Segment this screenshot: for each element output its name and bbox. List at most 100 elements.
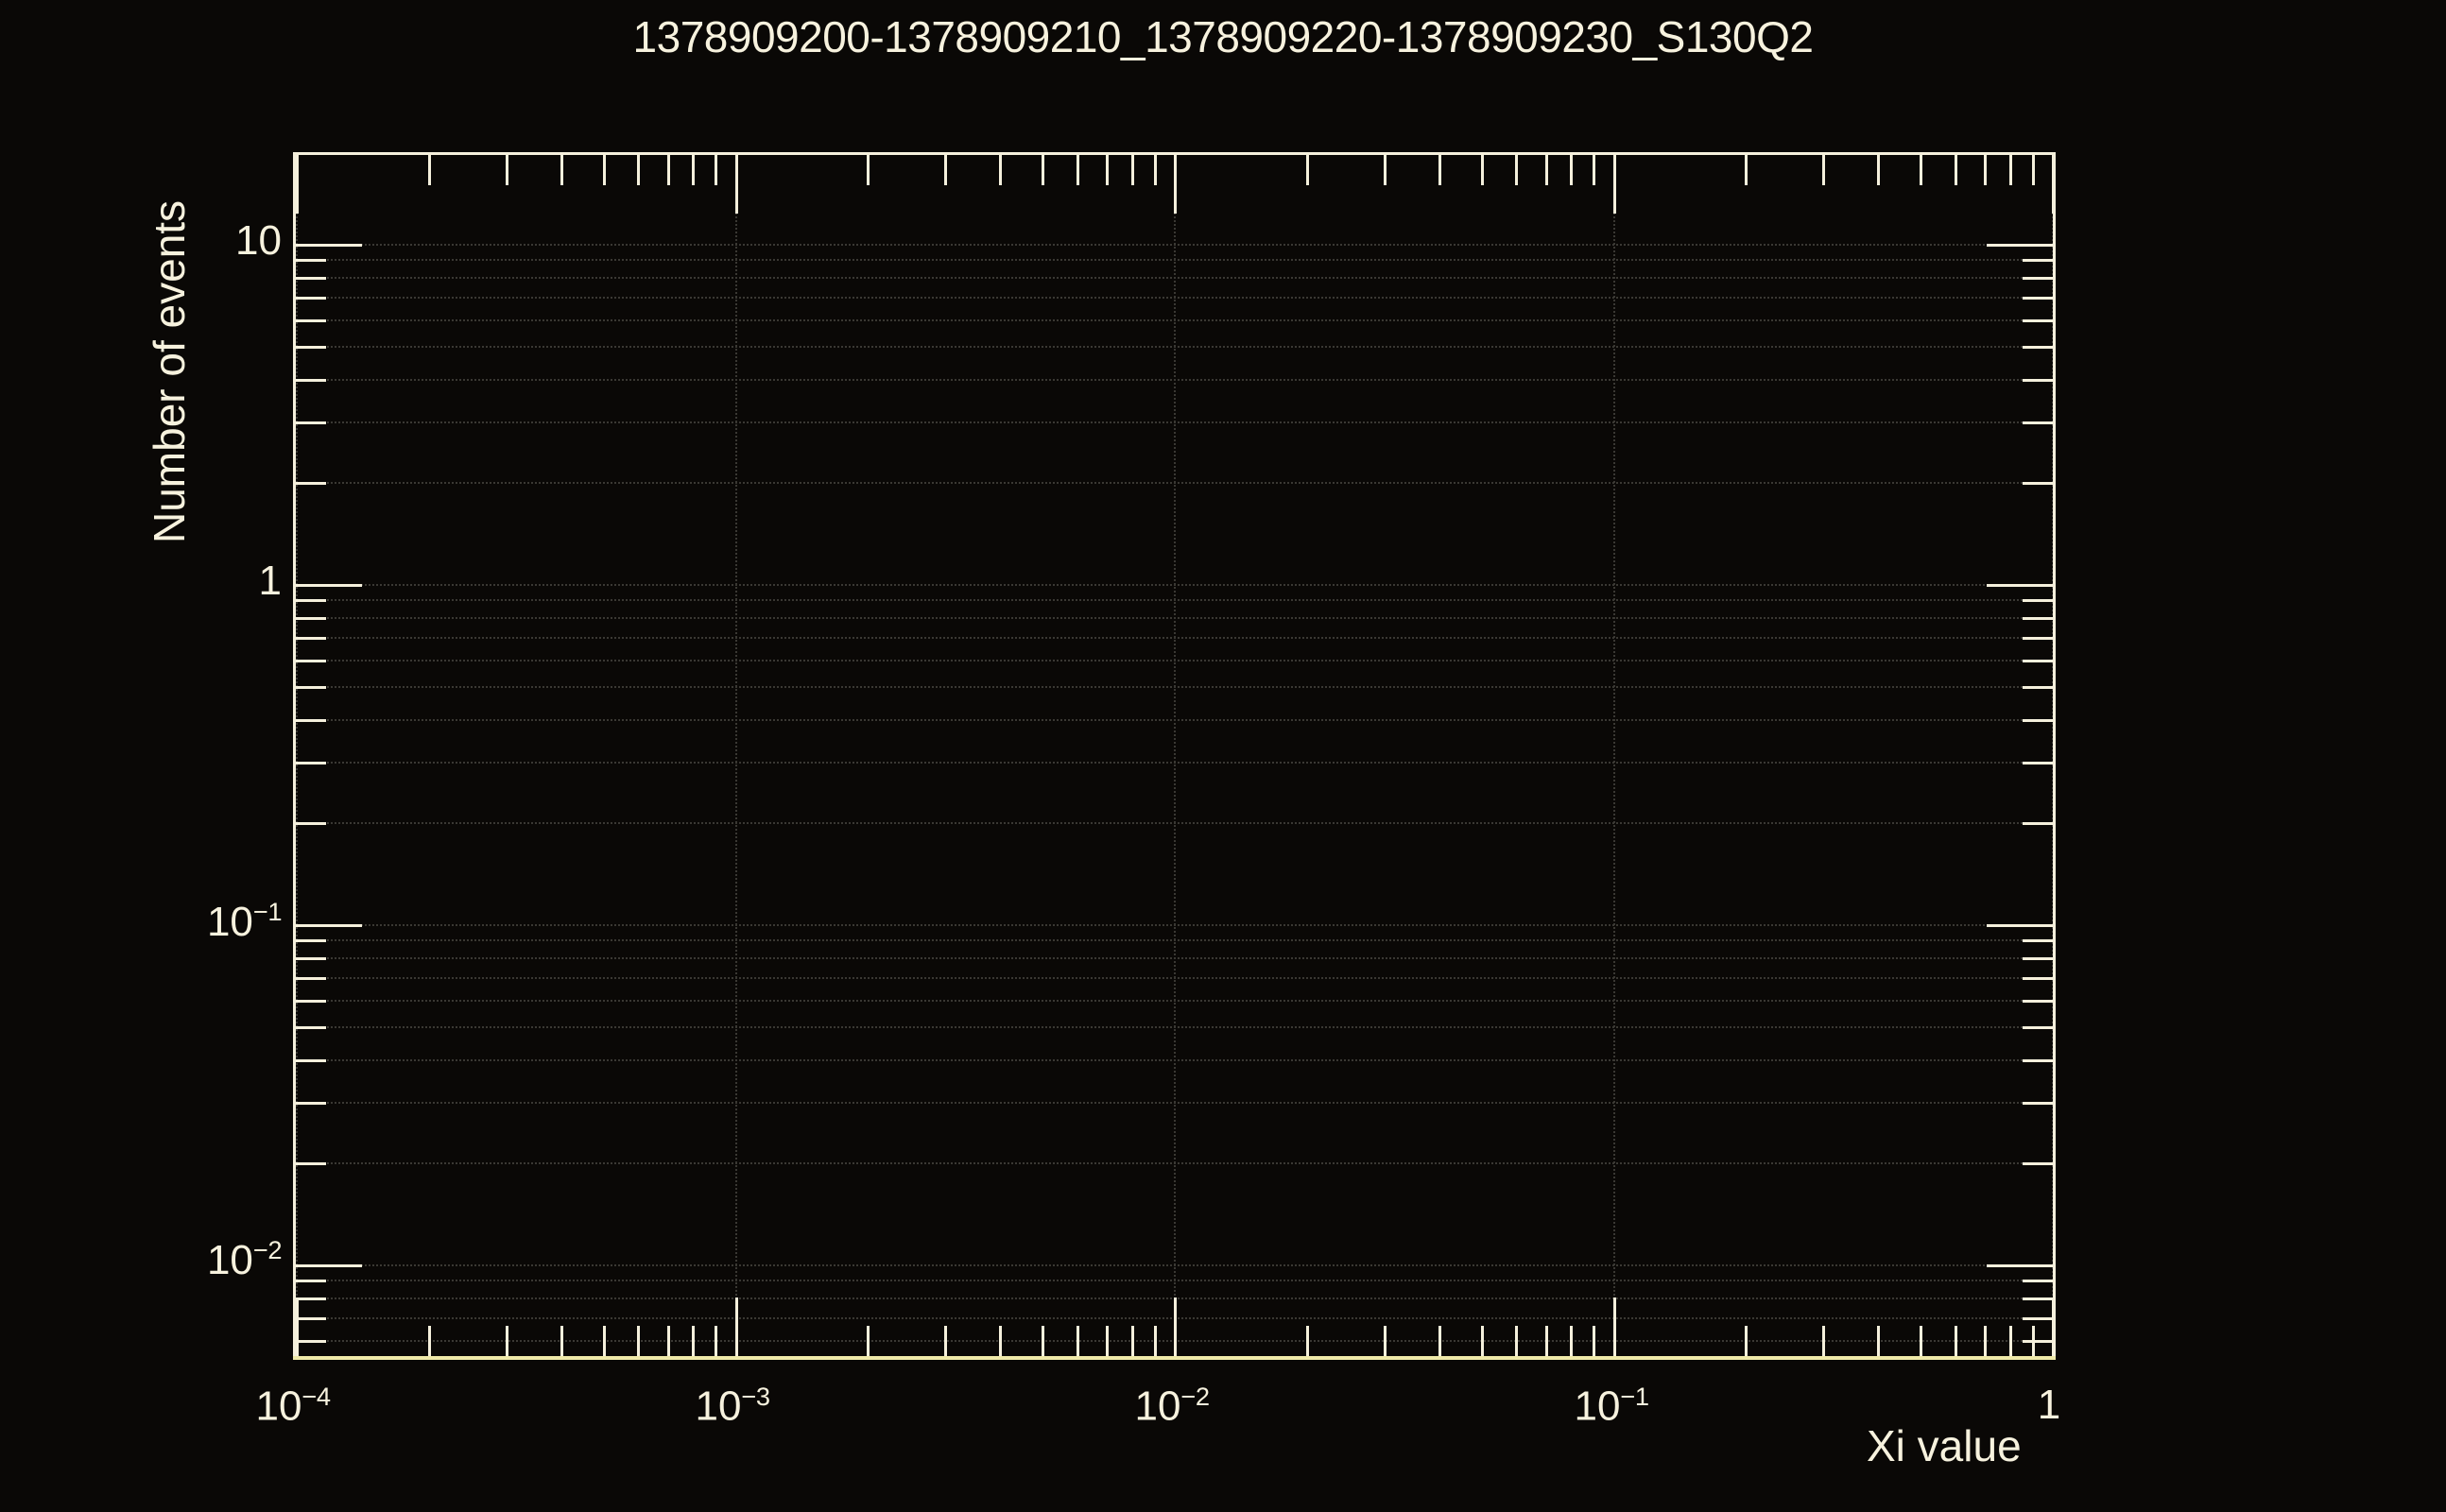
x-minor-tick bbox=[1042, 1326, 1045, 1356]
x-minor-tick bbox=[1984, 1326, 1988, 1356]
x-minor-tick bbox=[1438, 1326, 1441, 1356]
y-minor-tick-right bbox=[2023, 636, 2053, 640]
x-minor-tick bbox=[1822, 1326, 1826, 1356]
y-minor-tick bbox=[296, 616, 326, 620]
y-tick-label: 1 bbox=[258, 558, 282, 604]
y-tick-label: 10 bbox=[235, 217, 282, 264]
y-minor-tick bbox=[296, 999, 326, 1003]
x-axis-title: Xi value bbox=[1867, 1421, 2022, 1470]
y-minor-tick bbox=[296, 956, 326, 960]
x-minor-tick bbox=[1130, 1326, 1134, 1356]
y-minor-tick-right bbox=[2023, 1339, 2053, 1343]
y-minor-tick-right bbox=[2023, 1316, 2053, 1320]
gridline-v bbox=[2052, 155, 2053, 1356]
y-minor-tick bbox=[296, 318, 326, 322]
x-minor-tick bbox=[999, 1326, 1003, 1356]
x-minor-tick-top bbox=[427, 155, 431, 185]
x-minor-tick-top bbox=[1954, 155, 1957, 185]
y-minor-tick-right bbox=[2023, 379, 2053, 383]
x-tick-label: 10−2 bbox=[1134, 1382, 1210, 1430]
x-major-tick-top bbox=[296, 155, 299, 214]
y-minor-tick-right bbox=[2023, 821, 2053, 825]
x-minor-tick bbox=[2008, 1326, 2012, 1356]
y-minor-tick bbox=[296, 1297, 326, 1300]
x-minor-tick-top bbox=[602, 155, 606, 185]
x-minor-tick-top bbox=[715, 155, 718, 185]
y-minor-tick-right bbox=[2023, 939, 2053, 943]
y-minor-tick bbox=[296, 686, 326, 690]
x-minor-tick-top bbox=[666, 155, 670, 185]
y-minor-tick bbox=[296, 821, 326, 825]
y-minor-tick bbox=[296, 1026, 326, 1030]
y-minor-tick bbox=[296, 481, 326, 485]
x-minor-tick-top bbox=[1106, 155, 1110, 185]
x-minor-tick-top bbox=[1515, 155, 1519, 185]
y-minor-tick-right bbox=[2023, 318, 2053, 322]
x-minor-tick-top bbox=[1438, 155, 1441, 185]
x-minor-tick bbox=[1305, 1326, 1309, 1356]
y-minor-tick-right bbox=[2023, 1297, 2053, 1300]
x-minor-tick-top bbox=[1984, 155, 1988, 185]
x-minor-tick-top bbox=[1877, 155, 1881, 185]
y-minor-tick-right bbox=[2023, 719, 2053, 723]
x-major-tick-top bbox=[1174, 155, 1177, 214]
gridline-v bbox=[734, 155, 737, 1356]
x-minor-tick-top bbox=[1745, 155, 1748, 185]
y-minor-tick-right bbox=[2023, 421, 2053, 425]
gridline-v bbox=[1174, 155, 1176, 1356]
y-minor-tick-right bbox=[2023, 976, 2053, 980]
x-minor-tick bbox=[602, 1326, 606, 1356]
y-minor-tick bbox=[296, 276, 326, 280]
y-minor-tick-right bbox=[2023, 1102, 2053, 1106]
x-major-tick-top bbox=[1612, 155, 1616, 214]
y-major-tick bbox=[296, 924, 362, 927]
x-tick-label: 10−1 bbox=[1574, 1382, 1649, 1430]
y-minor-tick-right bbox=[2023, 762, 2053, 765]
x-minor-tick bbox=[1593, 1326, 1596, 1356]
y-major-tick-right bbox=[1987, 924, 2053, 927]
x-major-tick bbox=[2052, 1297, 2053, 1356]
y-minor-tick bbox=[296, 599, 326, 603]
y-major-tick-right bbox=[1987, 1264, 2053, 1267]
x-minor-tick bbox=[692, 1326, 696, 1356]
x-minor-tick bbox=[1153, 1326, 1157, 1356]
y-minor-tick bbox=[296, 636, 326, 640]
x-major-tick bbox=[734, 1297, 738, 1356]
x-minor-tick-top bbox=[1480, 155, 1484, 185]
x-minor-tick-top bbox=[2031, 155, 2035, 185]
y-minor-tick-right bbox=[2023, 276, 2053, 280]
x-minor-tick-top bbox=[1076, 155, 1079, 185]
x-minor-tick-top bbox=[1822, 155, 1826, 185]
x-minor-tick bbox=[1745, 1326, 1748, 1356]
y-minor-tick bbox=[296, 296, 326, 300]
y-minor-tick bbox=[296, 1339, 326, 1343]
y-minor-tick-right bbox=[2023, 296, 2053, 300]
x-major-tick-top bbox=[734, 155, 738, 214]
x-minor-tick bbox=[944, 1326, 948, 1356]
x-minor-tick-top bbox=[1305, 155, 1309, 185]
chart-title: 1378909200-1378909210_1378909220-1378909… bbox=[632, 12, 1814, 61]
x-minor-tick bbox=[1515, 1326, 1519, 1356]
y-minor-tick bbox=[296, 346, 326, 350]
gridline-v bbox=[296, 155, 298, 1356]
y-minor-tick bbox=[296, 259, 326, 263]
x-minor-tick bbox=[1920, 1326, 1923, 1356]
y-minor-tick bbox=[296, 939, 326, 943]
x-minor-tick bbox=[1106, 1326, 1110, 1356]
y-minor-tick-right bbox=[2023, 1161, 2053, 1165]
y-minor-tick bbox=[296, 976, 326, 980]
x-minor-tick bbox=[427, 1326, 431, 1356]
x-major-tick bbox=[296, 1297, 299, 1356]
y-minor-tick bbox=[296, 659, 326, 662]
x-minor-tick bbox=[1076, 1326, 1079, 1356]
x-minor-tick-top bbox=[1920, 155, 1923, 185]
x-minor-tick bbox=[505, 1326, 508, 1356]
y-minor-tick-right bbox=[2023, 346, 2053, 350]
x-axis-line bbox=[293, 1356, 2056, 1360]
x-minor-tick bbox=[637, 1326, 641, 1356]
x-major-tick-top bbox=[2052, 155, 2053, 214]
y-minor-tick-right bbox=[2023, 1026, 2053, 1030]
x-minor-tick bbox=[1383, 1326, 1387, 1356]
y-major-tick-right bbox=[1987, 244, 2053, 247]
